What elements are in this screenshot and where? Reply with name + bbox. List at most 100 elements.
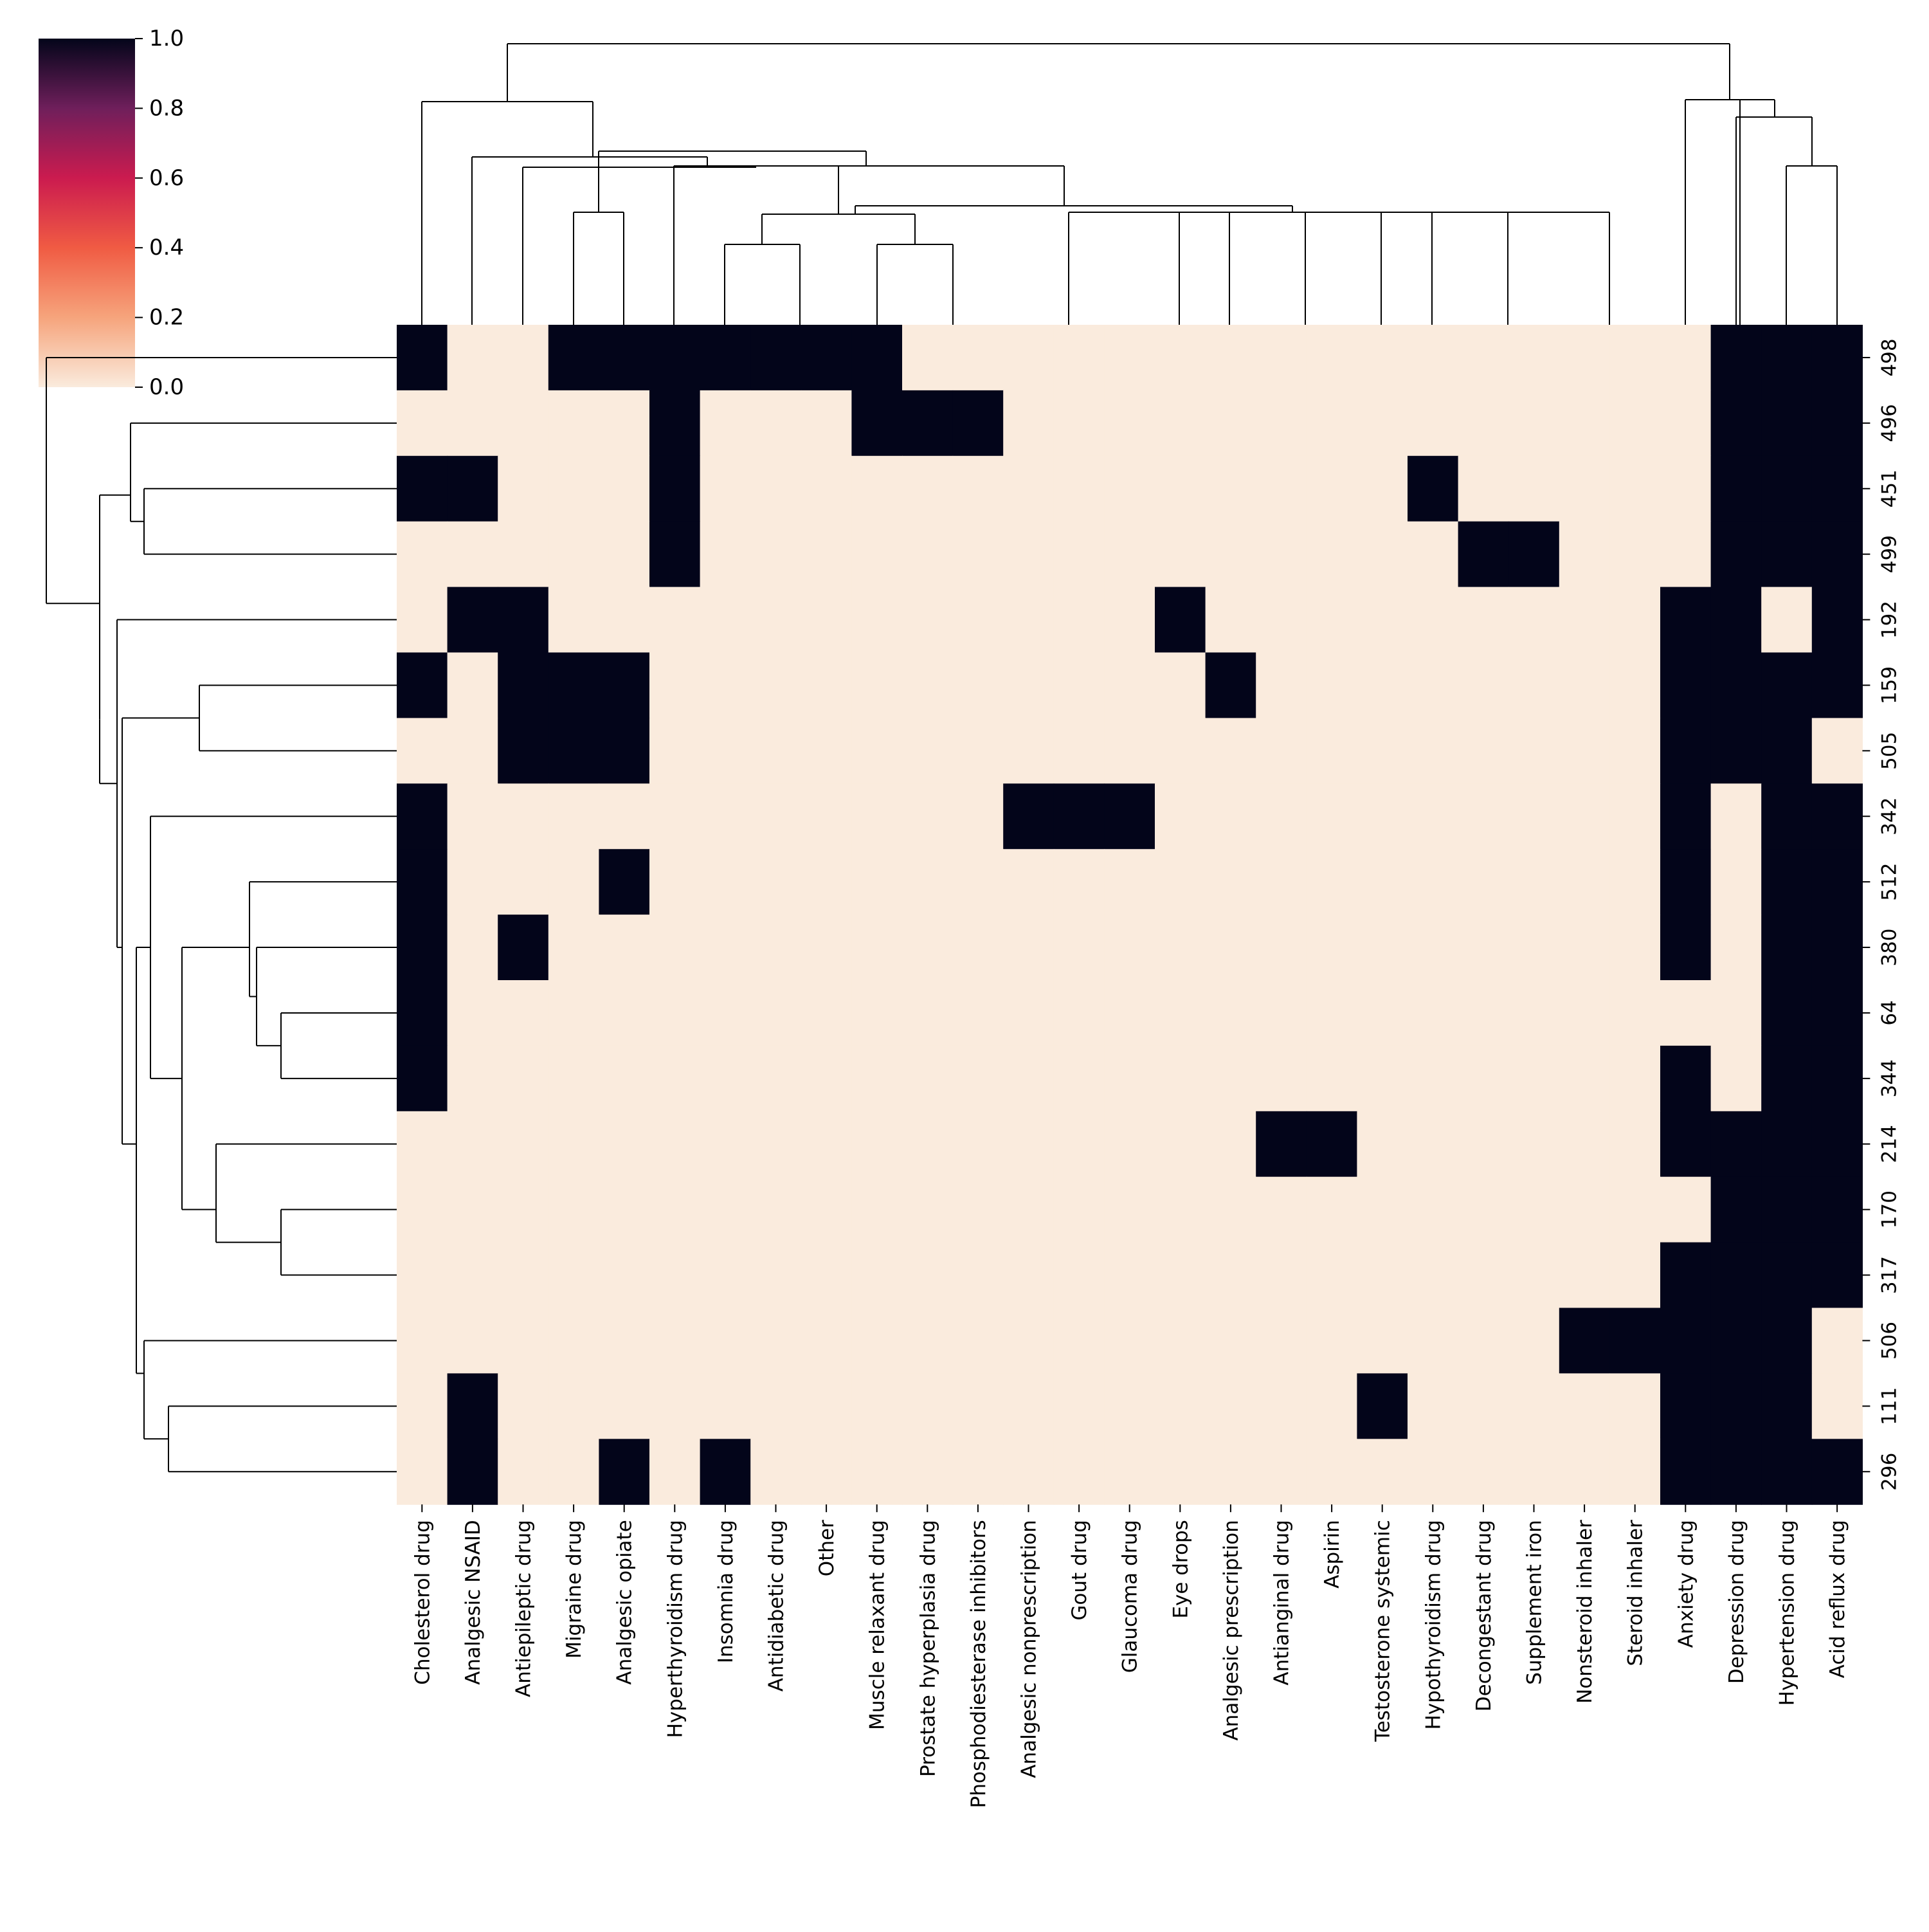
heatmap-cell [851,1373,903,1439]
heatmap-cell [1660,1111,1712,1178]
heatmap-cell [1458,718,1509,784]
heatmap-cell [1811,980,1863,1046]
column-label: Glaucoma drug [1119,1520,1142,1673]
heatmap-cell [1811,718,1863,784]
heatmap-cell [1053,587,1105,653]
heatmap-cell [397,1439,448,1505]
heatmap-cell [700,455,751,522]
heatmap-cell [498,455,549,522]
heatmap-cell [599,455,650,522]
heatmap-cell [1559,587,1610,653]
heatmap-cell [1357,915,1408,981]
heatmap-cell [1306,455,1357,522]
column-label: Prostate hyperplasia drug [916,1520,939,1777]
heatmap-cell [1710,783,1762,850]
heatmap-cell [1609,1308,1661,1374]
heatmap-cell [1710,587,1762,653]
heatmap-cell [1458,849,1509,915]
heatmap-cell [1761,980,1813,1046]
heatmap-cell [548,849,599,915]
heatmap-cell [1761,1111,1813,1178]
heatmap-cell [1508,980,1560,1046]
heatmap-cell [1408,849,1459,915]
heatmap-cell [1003,455,1055,522]
heatmap-cell [548,1111,599,1178]
heatmap-cell [700,1308,751,1374]
heatmap-cell [1559,1176,1610,1243]
heatmap-cell [447,1045,498,1112]
heatmap-cell [599,325,650,391]
heatmap-cell [801,1439,852,1505]
heatmap-cell [801,1111,852,1178]
heatmap-cell [548,915,599,981]
heatmap-cell [1660,1373,1712,1439]
heatmap-cell [1508,1242,1560,1309]
heatmap-cell [1053,849,1105,915]
heatmap-cell [1256,325,1307,391]
heatmap-cell [1761,915,1813,981]
heatmap-cell [1104,521,1155,588]
heatmap-cell [649,849,701,915]
heatmap-cell [1609,652,1661,718]
heatmap-cell [1408,390,1459,457]
heatmap-cell [1256,980,1307,1046]
heatmap-cell [1508,1373,1560,1439]
heatmap-cell [700,1439,751,1505]
row-label: 499 [1878,535,1901,573]
heatmap-cell [1408,1439,1459,1505]
colorbar-tick-label: 1.0 [149,26,184,51]
heatmap-cell [700,652,751,718]
heatmap-cell [1205,1439,1256,1505]
heatmap-cell [498,718,549,784]
heatmap-cell [1053,915,1105,981]
column-label: Testosterone systemic [1372,1520,1395,1742]
heatmap-cell [851,915,903,981]
heatmap-cell [902,718,954,784]
heatmap-cell [599,390,650,457]
colorbar-tick-label: 0.8 [149,95,184,121]
column-label: Decongestant drug [1472,1520,1496,1711]
heatmap-cell [952,1439,1004,1505]
row-label: 506 [1878,1322,1901,1360]
heatmap-cell [1458,980,1509,1046]
heatmap-cell [1003,390,1055,457]
heatmap-cell [447,652,498,718]
heatmap-cell [1155,1242,1206,1309]
heatmap-cell [1811,849,1863,915]
heatmap-cell [1710,652,1762,718]
row-label: 296 [1878,1453,1901,1491]
heatmap-cell [1609,1373,1661,1439]
heatmap-cell [750,1308,802,1374]
heatmap-cell [599,1439,650,1505]
heatmap-cell [599,1176,650,1243]
heatmap-cell [1256,1308,1307,1374]
heatmap-cell [1761,783,1813,850]
heatmap-cell [599,1373,650,1439]
heatmap-cell [902,587,954,653]
heatmap-cell [750,587,802,653]
heatmap-cell [1256,1045,1307,1112]
heatmap-cell [1710,455,1762,522]
heatmap-cell [1205,325,1256,391]
heatmap-cell [1357,390,1408,457]
heatmap-cell [750,849,802,915]
heatmap-cell [649,783,701,850]
heatmap-cell [548,1176,599,1243]
heatmap-cell [1458,1373,1509,1439]
heatmap-cell [1306,652,1357,718]
heatmap-cell [1811,1111,1863,1178]
heatmap-cell [801,980,852,1046]
heatmap-cell [1458,1439,1509,1505]
heatmap-cell [1458,1242,1509,1309]
heatmap-cell [1761,1242,1813,1309]
heatmap-cell [801,455,852,522]
heatmap-cell [1710,1176,1762,1243]
heatmap-cell [548,587,599,653]
heatmap-cell [1357,980,1408,1046]
heatmap-cell [1761,1176,1813,1243]
heatmap-cell [1408,587,1459,653]
heatmap-cell [902,455,954,522]
heatmap-cell [599,1045,650,1112]
heatmap-cell [1458,587,1509,653]
